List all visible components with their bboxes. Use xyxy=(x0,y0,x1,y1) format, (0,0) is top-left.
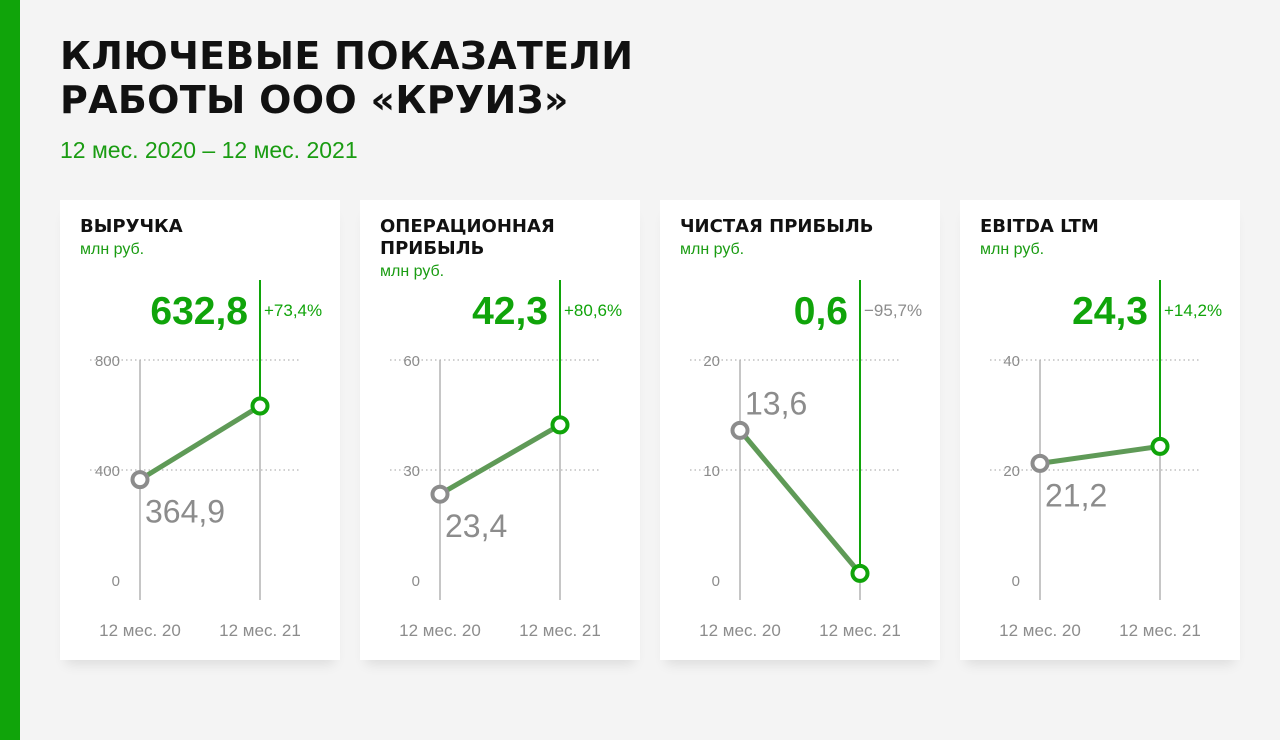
card-revenue: ВЫРУЧКА млн руб. 0 400 800 364,9 632,8 +73,4%… xyxy=(60,200,340,660)
y-tick-label: 40 xyxy=(1003,353,1020,370)
card-unit: млн руб. xyxy=(980,241,1045,258)
card-title: ВЫРУЧКА xyxy=(80,216,183,237)
net-profit-chart: 0 10 20 13,6 0,6 −95,7% 12 мес. 20 12 мес. 21 xyxy=(690,280,922,640)
card-operating-profit: ОПЕРАЦИОННАЯ ПРИБЫЛЬ млн руб. 0 30 60 23,4 4… xyxy=(360,200,640,660)
y-tick-label: 10 xyxy=(703,463,720,480)
card-title: ОПЕРАЦИОННАЯ ПРИБЫЛЬ xyxy=(380,216,555,259)
data-point-current xyxy=(250,396,270,416)
y-tick-label: 400 xyxy=(95,463,120,480)
x-tick-label: 12 мес. 20 xyxy=(99,621,181,640)
y-tick-label: 0 xyxy=(712,573,720,590)
value-label-current: 42,3 xyxy=(472,290,548,333)
y-tick-label: 0 xyxy=(1012,573,1020,590)
card-unit: млн руб. xyxy=(680,241,745,258)
period-subtitle: 12 мес. 2020 – 12 мес. 2021 xyxy=(60,137,358,163)
card-unit: млн руб. xyxy=(80,241,145,258)
series-line xyxy=(137,403,263,483)
card-title: ЧИСТАЯ ПРИБЫЛЬ xyxy=(680,216,874,237)
x-tick-label: 12 мес. 20 xyxy=(399,621,481,640)
y-tick-label: 800 xyxy=(95,353,120,370)
y-tick-label: 20 xyxy=(1003,463,1020,480)
data-point-current xyxy=(850,563,870,583)
change-label: +73,4% xyxy=(264,301,322,320)
data-point-prev xyxy=(1030,453,1050,473)
data-point-prev xyxy=(730,420,750,440)
value-label-prev: 21,2 xyxy=(1045,477,1107,513)
x-tick-label: 12 мес. 21 xyxy=(819,621,901,640)
data-point-prev xyxy=(430,484,450,504)
card-unit: млн руб. xyxy=(380,263,445,280)
x-tick-label: 12 мес. 21 xyxy=(1119,621,1201,640)
value-label-current: 0,6 xyxy=(794,290,848,333)
page-title: КЛЮЧЕВЫЕ ПОКАЗАТЕЛИ РАБОТЫ ООО «КРУИЗ» xyxy=(60,34,634,122)
value-label-prev: 13,6 xyxy=(745,385,807,421)
accent-bar xyxy=(0,0,20,740)
x-tick-label: 12 мес. 21 xyxy=(519,621,601,640)
y-tick-label: 20 xyxy=(703,353,720,370)
operating-profit-chart: 0 30 60 23,4 42,3 +80,6% 12 мес. 20 12 мес. 21 xyxy=(390,280,622,640)
y-tick-label: 30 xyxy=(403,463,420,480)
y-tick-label: 0 xyxy=(412,573,420,590)
change-label: +80,6% xyxy=(564,301,622,320)
series-line xyxy=(437,422,563,497)
card-net-profit: ЧИСТАЯ ПРИБЫЛЬ млн руб. 0 10 20 13,6 0,6 −95,… xyxy=(660,200,940,660)
value-label-prev: 364,9 xyxy=(145,494,225,530)
y-tick-label: 60 xyxy=(403,353,420,370)
data-point-current xyxy=(1150,436,1170,456)
revenue-chart: 0 400 800 364,9 632,8 +73,4% 12 мес. 20 12 мес.… xyxy=(90,280,322,640)
x-tick-label: 12 мес. 20 xyxy=(999,621,1081,640)
series-line xyxy=(737,427,863,576)
data-point-current xyxy=(550,415,570,435)
data-point-prev xyxy=(130,470,150,490)
change-label: −95,7% xyxy=(864,301,922,320)
card-ebitda-ltm: EBITDA LTM млн руб. 0 20 40 21,2 24,3 +14,2% 1… xyxy=(960,200,1240,660)
value-label-current: 24,3 xyxy=(1072,290,1148,333)
ebitda-ltm-chart: 0 20 40 21,2 24,3 +14,2% 12 мес. 20 12 мес. 21 xyxy=(990,280,1222,640)
series-line xyxy=(1037,443,1163,466)
card-title: EBITDA LTM xyxy=(980,216,1099,237)
value-label-current: 632,8 xyxy=(150,290,248,333)
value-label-prev: 23,4 xyxy=(445,508,507,544)
x-tick-label: 12 мес. 21 xyxy=(219,621,301,640)
x-tick-label: 12 мес. 20 xyxy=(699,621,781,640)
change-label: +14,2% xyxy=(1164,301,1222,320)
y-tick-label: 0 xyxy=(112,573,120,590)
